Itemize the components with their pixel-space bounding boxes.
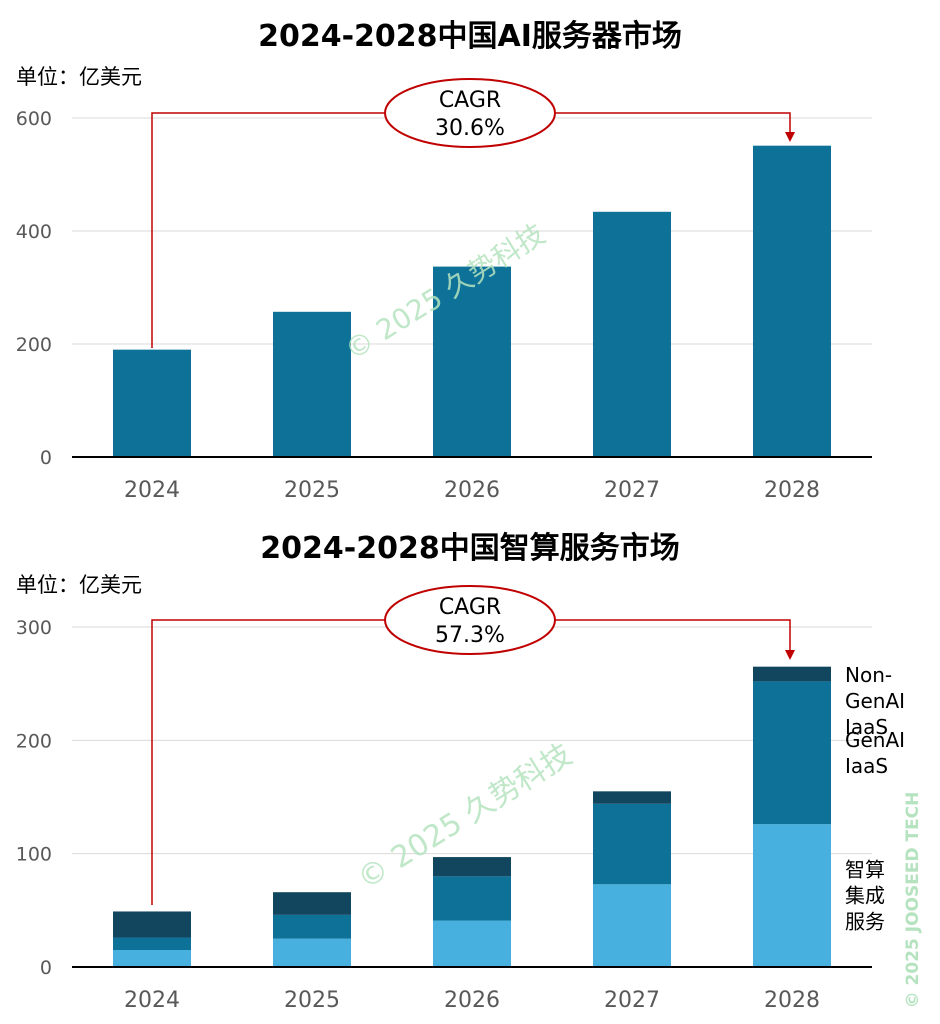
chart2-bars	[113, 666, 831, 967]
chart2-x-tick-label: 2025	[284, 988, 340, 1013]
chart2-series-label-1: GenAI IaaS	[845, 728, 905, 778]
chart2-bar-2026-series-1	[433, 876, 511, 921]
chart2-y-tick-label: 200	[16, 730, 52, 752]
chart1-bar-2028	[753, 145, 831, 457]
chart1-x-tick-label: 2024	[124, 478, 180, 503]
chart1-x-tick-labels: 2024 2025 2026 2027 2028	[124, 478, 820, 503]
watermark-side: © 2025 JOOSEED TECH	[903, 792, 923, 1009]
chart2-bar-2025-series-2	[273, 892, 351, 915]
ai-server-chart: 2024-2028中国AI服务器市场 单位：亿美元 0 200 400 600 202…	[16, 19, 872, 503]
chart2-bar-2027-series-0	[593, 884, 671, 967]
chart1-bar-2024	[113, 349, 191, 457]
chart1-x-tick-label: 2028	[764, 478, 820, 503]
chart2-y-tick-label: 100	[16, 844, 52, 866]
chart1-x-tick-label: 2027	[604, 478, 660, 503]
chart1-y-tick-label: 600	[16, 108, 52, 130]
chart2-bar-2026-series-0	[433, 920, 511, 967]
chart2-bar-2025-series-0	[273, 938, 351, 967]
chart2-bar-2024-series-2	[113, 911, 191, 938]
chart2-x-tick-label: 2028	[764, 988, 820, 1013]
chart2-x-tick-labels: 2024 2025 2026 2027 2028	[124, 988, 820, 1013]
chart1-bar-2025	[273, 311, 351, 457]
chart2-cagr-label: CAGR	[439, 595, 501, 620]
chart1-cagr-value: 30.6%	[435, 116, 505, 141]
chart2-series-label-0: 智算集成服务	[845, 858, 885, 934]
chart2-cagr-value: 57.3%	[435, 623, 505, 648]
chart1-x-tick-label: 2025	[284, 478, 340, 503]
chart2-x-tick-label: 2027	[604, 988, 660, 1013]
chart2-y-tick-labels: 0 100 200 300	[16, 617, 52, 979]
chart2-bar-2024-series-1	[113, 937, 191, 950]
chart2-title: 2024-2028中国智算服务市场	[260, 531, 679, 566]
chart1-title: 2024-2028中国AI服务器市场	[258, 19, 682, 54]
chart1-bar-2026	[433, 266, 511, 457]
chart2-bar-2028-series-2	[753, 666, 831, 682]
chart2-bar-2024-series-0	[113, 950, 191, 967]
chart2-bar-2027-series-2	[593, 791, 671, 804]
chart2-cagr-annotation: CAGR 57.3%	[151, 585, 795, 905]
chart1-unit-label: 单位：亿美元	[16, 65, 142, 89]
chart2-series-label-2: Non-GenAI IaaS	[845, 663, 905, 739]
chart1-cagr-ellipse	[384, 78, 556, 148]
chart2-cagr-ellipse	[384, 585, 556, 655]
compute-service-chart: 2024-2028中国智算服务市场 单位：亿美元 0 100 200 300 2024…	[16, 531, 905, 1013]
chart2-bar-2028-series-1	[753, 681, 831, 825]
chart1-y-tick-label: 200	[16, 334, 52, 356]
chart2-x-tick-label: 2026	[444, 988, 500, 1013]
chart2-y-tick-label: 0	[40, 957, 52, 979]
chart1-cagr-annotation: CAGR 30.6%	[151, 78, 795, 348]
chart2-x-tick-label: 2024	[124, 988, 180, 1013]
chart1-bars	[113, 145, 831, 457]
chart1-bar-2027	[593, 211, 671, 457]
chart2-unit-label: 单位：亿美元	[16, 573, 142, 597]
chart1-y-tick-labels: 0 200 400 600	[16, 108, 52, 469]
chart1-y-tick-label: 400	[16, 221, 52, 243]
chart2-bar-2028-series-0	[753, 824, 831, 967]
chart1-y-tick-label: 0	[40, 447, 52, 469]
chart2-bar-2027-series-1	[593, 803, 671, 885]
chart2-bar-2026-series-2	[433, 857, 511, 877]
chart2-bar-2025-series-1	[273, 914, 351, 939]
chart1-x-tick-label: 2026	[444, 478, 500, 503]
chart2-y-tick-label: 300	[16, 617, 52, 639]
chart1-cagr-label: CAGR	[439, 88, 501, 113]
